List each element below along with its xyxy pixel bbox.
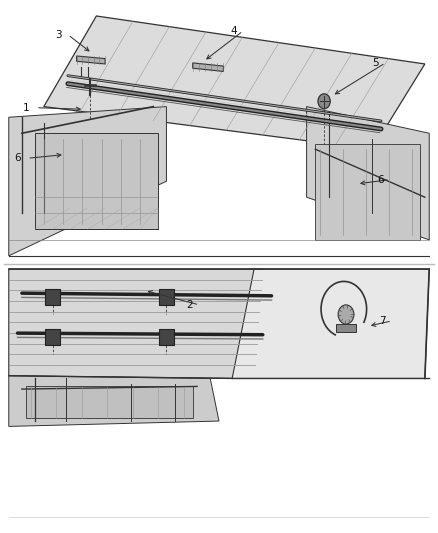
Polygon shape <box>77 56 105 64</box>
Circle shape <box>318 94 330 109</box>
Polygon shape <box>232 269 429 378</box>
Polygon shape <box>9 269 263 378</box>
Text: 6: 6 <box>14 154 21 163</box>
Text: 5: 5 <box>372 58 379 68</box>
Bar <box>159 289 174 305</box>
Circle shape <box>338 305 354 324</box>
Text: 6: 6 <box>377 175 384 184</box>
Text: 7: 7 <box>379 316 386 326</box>
Polygon shape <box>193 63 223 71</box>
Text: 2: 2 <box>186 300 193 310</box>
Bar <box>45 329 60 345</box>
Bar <box>26 386 193 418</box>
Bar <box>159 329 174 345</box>
Polygon shape <box>307 107 429 240</box>
Polygon shape <box>9 376 219 426</box>
Bar <box>315 144 420 240</box>
Polygon shape <box>44 16 425 149</box>
Text: 1: 1 <box>23 103 30 112</box>
Bar <box>35 133 158 229</box>
Bar <box>45 289 60 305</box>
Polygon shape <box>9 107 166 256</box>
Bar <box>336 324 356 332</box>
Text: 3: 3 <box>55 30 62 39</box>
Text: 4: 4 <box>230 26 237 36</box>
